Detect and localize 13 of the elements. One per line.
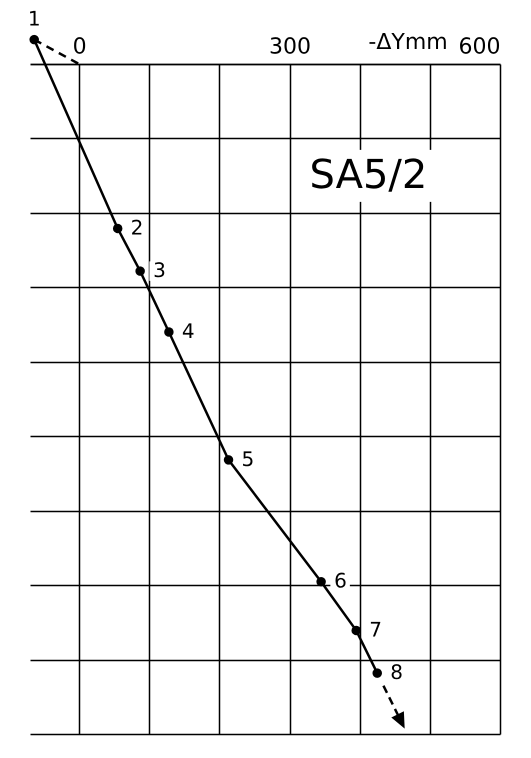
annotation: 4: [182, 319, 195, 343]
x-tick-label: 0: [72, 34, 87, 60]
annotation: 7: [369, 617, 382, 642]
annotation: 2: [130, 215, 144, 240]
annotation: 5: [242, 446, 254, 471]
annotation: 1: [28, 6, 41, 31]
annotation: 3: [153, 258, 166, 282]
x-tick-label: 300: [269, 34, 312, 60]
annotation: SA5/2: [309, 152, 428, 198]
annotation: 6: [334, 568, 347, 593]
x-tick-label: 600: [458, 34, 500, 60]
x-axis-title: -ΔYmm: [368, 30, 448, 55]
annotation: 8: [390, 660, 403, 684]
